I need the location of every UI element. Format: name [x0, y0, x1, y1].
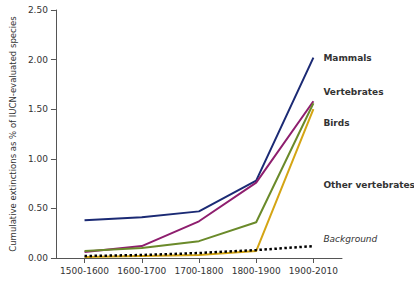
svg-text:1500-1600: 1500-1600 [60, 266, 109, 276]
svg-text:1.00: 1.00 [28, 154, 48, 164]
svg-text:1900-2010: 1900-2010 [289, 266, 338, 276]
svg-text:Background: Background [323, 234, 377, 244]
svg-text:Vertebrates: Vertebrates [323, 87, 383, 97]
svg-text:Mammals: Mammals [323, 53, 371, 63]
svg-text:0.00: 0.00 [28, 253, 48, 263]
svg-text:1.50: 1.50 [28, 104, 48, 114]
svg-text:1600-1700: 1600-1700 [117, 266, 166, 276]
svg-text:2.00: 2.00 [28, 55, 48, 65]
svg-text:Cumulative extinctions as % of: Cumulative extinctions as % of IUCN-eval… [8, 16, 18, 252]
svg-text:0.50: 0.50 [28, 203, 48, 213]
svg-text:1800-1900: 1800-1900 [232, 266, 281, 276]
svg-text:1700-1800: 1700-1800 [174, 266, 223, 276]
svg-text:Birds: Birds [323, 118, 349, 128]
svg-text:2.50: 2.50 [28, 5, 48, 15]
svg-text:Other vertebrates: Other vertebrates [323, 180, 414, 190]
